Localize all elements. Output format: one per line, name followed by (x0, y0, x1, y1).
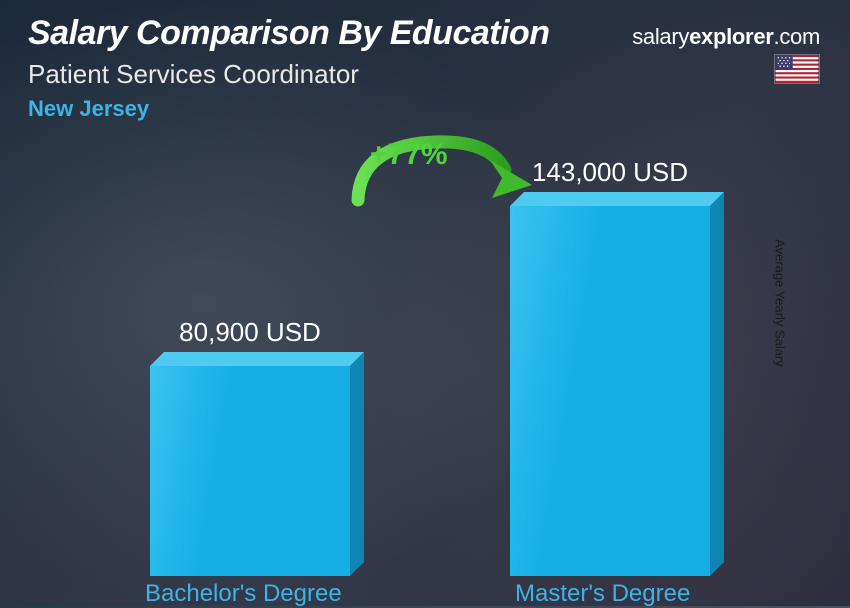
location: New Jersey (28, 96, 822, 122)
brand-logo: salaryexplorer.com (632, 24, 820, 50)
us-flag-icon (774, 54, 820, 84)
brand-bold: explorer (689, 24, 773, 49)
bar-group-bachelors: 80,900 USD (140, 317, 360, 576)
subtitle: Patient Services Coordinator (28, 59, 822, 90)
bar-group-masters: 143,000 USD (500, 157, 720, 576)
category-label: Bachelor's Degree (145, 580, 342, 608)
bar-chart: +77% 80,900 USD 143,000 USD Bachelor's D… (0, 140, 850, 606)
brand-light: salary (632, 24, 689, 49)
bar-value: 143,000 USD (532, 157, 688, 188)
bar-3d (150, 366, 350, 576)
bar-value: 80,900 USD (179, 317, 321, 348)
percent-increase: +77% (370, 138, 448, 172)
brand-suffix: .com (774, 24, 820, 49)
category-label: Master's Degree (515, 580, 690, 608)
bar-3d (510, 206, 710, 576)
